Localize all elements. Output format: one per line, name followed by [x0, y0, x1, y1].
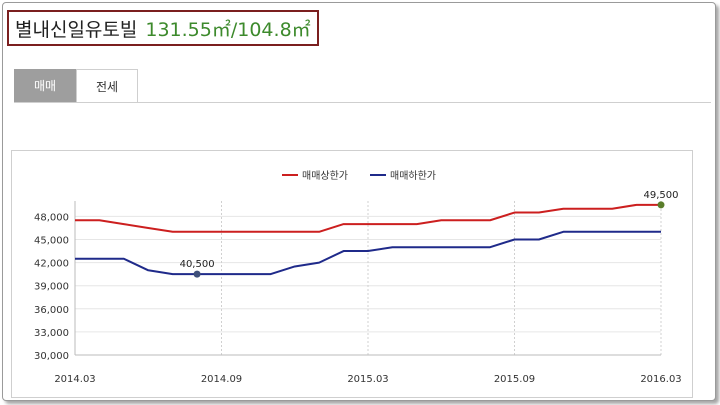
price-chart: 30,000 33,000 36,000 39,000 42,000 45,000 48,0…	[11, 150, 693, 398]
highlight-point	[193, 270, 201, 278]
complex-name: 별내신일유토빌	[15, 18, 138, 41]
area-size: 131.55㎡/104.8㎡	[145, 18, 311, 41]
price-chart-svg: 30,000 33,000 36,000 39,000 42,000 45,000 48,0…	[34, 169, 682, 385]
y-tick-label: 33,000	[34, 328, 69, 339]
tab-divider	[14, 102, 711, 103]
highlight-point	[657, 201, 665, 209]
y-tick-label: 42,000	[34, 259, 69, 270]
page-frame: 별내신일유토빌 131.55㎡/104.8㎡ 매매 전세 30,000 33,00…	[2, 2, 716, 401]
y-tick-label: 36,000	[34, 305, 69, 316]
x-tick-label: 2014.09	[201, 374, 242, 385]
highlight-value-label: 49,500	[644, 190, 679, 201]
x-tick-label: 2015.09	[494, 374, 535, 385]
y-tick-label: 48,000	[34, 212, 69, 223]
upper-price-line	[75, 203, 661, 233]
property-title: 별내신일유토빌 131.55㎡/104.8㎡	[7, 10, 319, 46]
y-tick-label: 45,000	[34, 236, 69, 247]
y-tick-label: 39,000	[34, 282, 69, 293]
legend-lower-label: 매매하한가	[390, 169, 436, 182]
y-tick-label: 30,000	[34, 351, 69, 362]
tab-sale[interactable]: 매매	[14, 69, 76, 103]
tab-jeonse[interactable]: 전세	[76, 69, 138, 103]
x-tick-label: 2014.03	[54, 374, 95, 385]
highlight-value-label: 40,500	[180, 259, 215, 270]
deal-type-tabs: 매매 전세	[14, 69, 138, 103]
lower-price-line	[75, 230, 661, 276]
x-tick-label: 2016.03	[640, 374, 681, 385]
x-tick-label: 2015.03	[347, 374, 388, 385]
legend-upper-label: 매매상한가	[302, 170, 348, 182]
